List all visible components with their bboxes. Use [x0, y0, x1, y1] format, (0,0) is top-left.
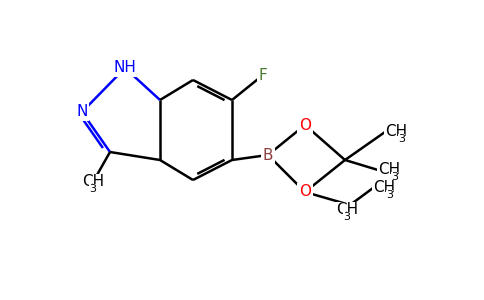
Text: O: O [299, 118, 311, 133]
Text: CH: CH [378, 163, 400, 178]
Text: O: O [299, 184, 311, 200]
Text: 3: 3 [391, 172, 398, 182]
Text: CH: CH [336, 202, 358, 217]
Text: 3: 3 [343, 212, 350, 222]
Text: 3: 3 [89, 184, 96, 194]
Text: 3: 3 [386, 190, 393, 200]
Text: CH: CH [385, 124, 407, 140]
Text: B: B [263, 148, 273, 163]
Text: 3: 3 [398, 134, 405, 144]
Text: CH: CH [82, 175, 104, 190]
Text: CH: CH [373, 181, 395, 196]
Text: NH: NH [114, 61, 136, 76]
Text: N: N [76, 104, 88, 119]
Text: F: F [258, 68, 267, 82]
